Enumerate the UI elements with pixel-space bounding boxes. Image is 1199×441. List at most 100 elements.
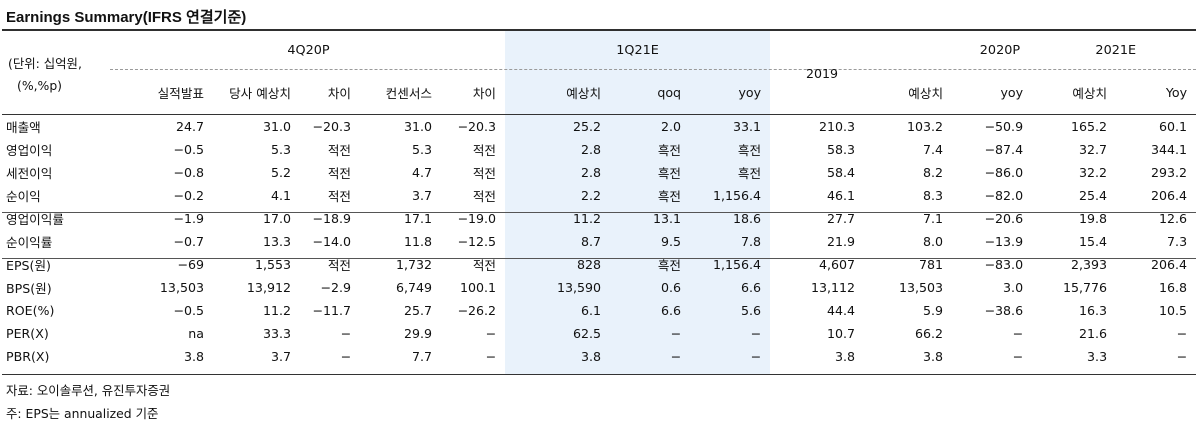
table-cell: −	[750, 326, 762, 341]
subcol-header: Yoy	[1165, 84, 1188, 100]
unit-line-1: (단위: 십억원,	[8, 56, 82, 71]
table-cell: 8.0	[923, 234, 944, 249]
table-cell: 적전	[327, 258, 351, 273]
table-cell: 58.3	[827, 142, 856, 157]
table-cell: 12.6	[1159, 211, 1188, 226]
table-cell: −0.2	[173, 188, 204, 203]
subcol-header: 예상치	[908, 85, 944, 101]
table-cell: −2.9	[320, 280, 351, 295]
unit-cell: (단위: 십억원, (%,%p)	[2, 31, 112, 115]
table-cell: 흑전	[657, 258, 682, 273]
table-cell: 11.2	[262, 303, 291, 318]
table-cell: 3.7	[411, 188, 432, 203]
row-label: 순이익률	[6, 235, 53, 250]
table-row: EPS(원) −69 1,553 적전 1,732 적전 828 흑전 1,156.4 4,607…	[2, 253, 1196, 276]
row-label: PER(X)	[6, 326, 49, 341]
table-cell: 8.3	[923, 188, 944, 203]
table-cell: 5.9	[923, 303, 944, 318]
table-cell: na	[188, 326, 204, 341]
table-cell: 21.6	[1079, 326, 1108, 341]
table-cell: −	[340, 349, 351, 364]
table-cell: 1,553	[254, 257, 291, 272]
table-cell: 1,156.4	[712, 188, 762, 203]
table-row: 매출액 24.7 31.0 −20.3 31.0 −20.3 25.2 2.0 33.1 210.…	[2, 115, 1196, 138]
group-2021e: 2021E	[1095, 42, 1137, 58]
subcol-header: yoy	[1000, 84, 1024, 100]
table-cell: 7.1	[923, 211, 944, 226]
table-cell: −83.0	[984, 257, 1024, 272]
table-cell: −0.5	[173, 142, 204, 157]
table-cell: 31.0	[403, 119, 432, 134]
table-row: 순이익 −0.2 4.1 적전 3.7 적전 2.2 흑전 1,156.4 46.1 8.3 −82.…	[2, 184, 1196, 207]
table-cell: 206.4	[1151, 257, 1188, 272]
table-row: 세전이익 −0.8 5.2 적전 4.7 적전 2.8 흑전 흑전 58.4 8.2 −86.0 32.…	[2, 161, 1196, 184]
table-cell: −	[1012, 349, 1024, 364]
subcol-header: 실적발표	[157, 85, 204, 101]
table-cell: 1,732	[395, 257, 432, 272]
header-bottom-rule	[2, 114, 1196, 115]
row-label: 세전이익	[6, 166, 53, 181]
eps-note: 주: EPS는 annualized 기준	[6, 406, 159, 421]
forecast-column-highlight	[505, 31, 770, 374]
subcol-header: 차이	[327, 85, 351, 101]
earnings-summary-table: (단위: 십억원, (%,%p) 4Q20P 1Q21E 2019 2020P …	[2, 31, 1196, 368]
table-cell: 781	[919, 257, 944, 272]
table-cell: 13,503	[159, 280, 204, 295]
table-cell: 7.7	[411, 349, 432, 364]
table-cell: 2.8	[581, 165, 602, 180]
table-cell: −	[750, 349, 762, 364]
table-cell: 206.4	[1151, 188, 1188, 203]
table-cell: 적전	[327, 166, 351, 181]
table-cell: 32.2	[1079, 165, 1108, 180]
group-4q20p: 4Q20P	[287, 42, 330, 58]
table-cell: 16.3	[1079, 303, 1108, 318]
table-cell: 3.8	[923, 349, 944, 364]
table-cell: 13,503	[898, 280, 944, 295]
table-cell: 13.3	[262, 234, 291, 249]
table-cell: 3.7	[270, 349, 291, 364]
subcol-header: qoq	[657, 84, 682, 100]
subcol-header: 예상치	[1072, 85, 1108, 101]
row-label: 매출액	[6, 120, 41, 135]
table-cell: 165.2	[1071, 119, 1108, 134]
table-row: PER(X) na 33.3 − 29.9 − 62.5 − − 10.7 66.2 − 21.6 −	[2, 322, 1196, 345]
table-cell: 2.8	[581, 142, 602, 157]
table-cell: −14.0	[312, 234, 351, 249]
table-cell: −20.3	[457, 119, 497, 134]
table-cell: 33.3	[262, 326, 291, 341]
row-label: PBR(X)	[6, 349, 50, 364]
row-label: 영업이익률	[6, 212, 64, 227]
table-cell: 15.4	[1079, 234, 1108, 249]
table-cell: 25.7	[403, 303, 432, 318]
table-cell: 293.2	[1151, 165, 1188, 180]
table-cell: 344.1	[1151, 142, 1188, 157]
table-cell: 1,156.4	[712, 257, 762, 272]
table-cell: 27.7	[827, 211, 856, 226]
row-label: EPS(원)	[6, 258, 51, 273]
table-cell: 24.7	[175, 119, 204, 134]
table-cell: 3.8	[183, 349, 204, 364]
table-cell: 58.4	[827, 165, 856, 180]
table-cell: −	[1176, 326, 1188, 341]
section-divider-2	[2, 258, 1196, 259]
table-cell: 10.5	[1159, 303, 1188, 318]
table-cell: 6.1	[581, 303, 602, 318]
table-cell: 828	[576, 257, 602, 272]
table-cell: 적전	[327, 143, 351, 158]
section-divider-1	[2, 212, 1196, 213]
table-cell: 11.8	[403, 234, 432, 249]
table-cell: 9.5	[661, 234, 682, 249]
source-note: 자료: 오이솔루션, 유진투자증권	[6, 383, 171, 398]
table-cell: 17.0	[262, 211, 291, 226]
table-cell: 6,749	[395, 280, 432, 295]
table-cell: 적전	[472, 166, 497, 181]
table-cell: −	[485, 326, 497, 341]
table-cell: 흑전	[737, 166, 762, 181]
subcol-header: 차이	[472, 85, 497, 101]
table-cell: 흑전	[657, 143, 682, 158]
table-cell: 4.1	[270, 188, 291, 203]
table-cell: 4,607	[819, 257, 856, 272]
table-cell: 5.2	[270, 165, 291, 180]
table-cell: −87.4	[984, 142, 1024, 157]
table-cell: 0.6	[661, 280, 682, 295]
